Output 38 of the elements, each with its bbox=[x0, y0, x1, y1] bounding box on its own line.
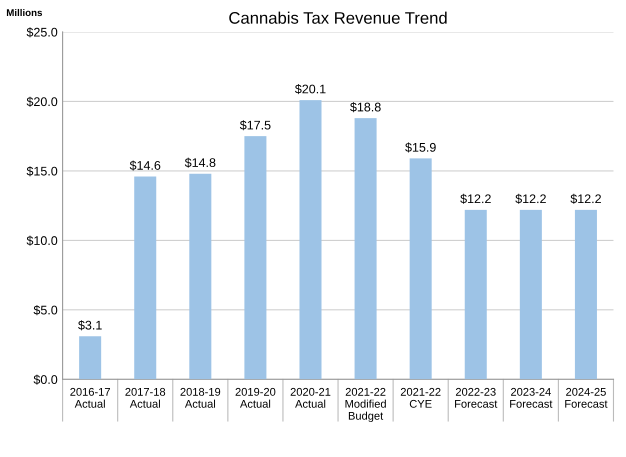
x-tick-label: 2024-25 Forecast bbox=[565, 388, 608, 408]
data-label: $14.6 bbox=[130, 160, 160, 171]
data-label: $12.2 bbox=[460, 194, 491, 204]
text: Millions bbox=[6, 8, 42, 16]
data-label: $3.1 bbox=[78, 320, 102, 330]
chart-title: Cannabis Tax Revenue Trend bbox=[229, 12, 447, 24]
data-label: $17.5 bbox=[240, 120, 271, 130]
y-tick-label: $0.0 bbox=[34, 374, 58, 385]
data-label: $15.9 bbox=[405, 142, 436, 153]
bar bbox=[134, 176, 156, 380]
x-tick-label: 2021-22 Modified Budget bbox=[346, 388, 386, 422]
bar bbox=[189, 174, 212, 380]
x-tick-label: 2020-21 Actual bbox=[290, 388, 330, 408]
data-label: $20.1 bbox=[294, 84, 326, 94]
x-tick-label: 2018-19 Actual bbox=[180, 388, 220, 408]
bar bbox=[410, 158, 432, 380]
bar bbox=[464, 210, 487, 380]
x-tick-label: 2022-23 Forecast bbox=[455, 388, 498, 408]
data-label: $18.8 bbox=[350, 102, 381, 112]
bar bbox=[520, 210, 542, 380]
y-tick-label: $20.0 bbox=[26, 96, 58, 107]
y-tick-label: $5.0 bbox=[34, 305, 58, 316]
x-tick-label: 2021-22 CYE bbox=[400, 388, 441, 408]
y-tick-label: $10.0 bbox=[26, 236, 58, 246]
x-tick-label: 2017-18 Actual bbox=[125, 388, 166, 408]
bar bbox=[79, 336, 102, 380]
bar bbox=[354, 118, 377, 380]
y-tick-label: $25.0 bbox=[26, 27, 58, 38]
x-tick-label: 2019-20 Actual bbox=[236, 388, 276, 408]
y-tick-label: $15.0 bbox=[26, 166, 58, 176]
data-label: $12.2 bbox=[515, 194, 546, 204]
bar bbox=[574, 210, 597, 380]
data-label: $14.8 bbox=[184, 158, 216, 168]
data-label: $12.2 bbox=[570, 194, 601, 204]
bar bbox=[299, 100, 322, 380]
x-tick-label: 2016-17 Actual bbox=[70, 388, 110, 408]
bar bbox=[244, 136, 266, 380]
x-tick-label: 2023-24 Forecast bbox=[510, 388, 552, 408]
